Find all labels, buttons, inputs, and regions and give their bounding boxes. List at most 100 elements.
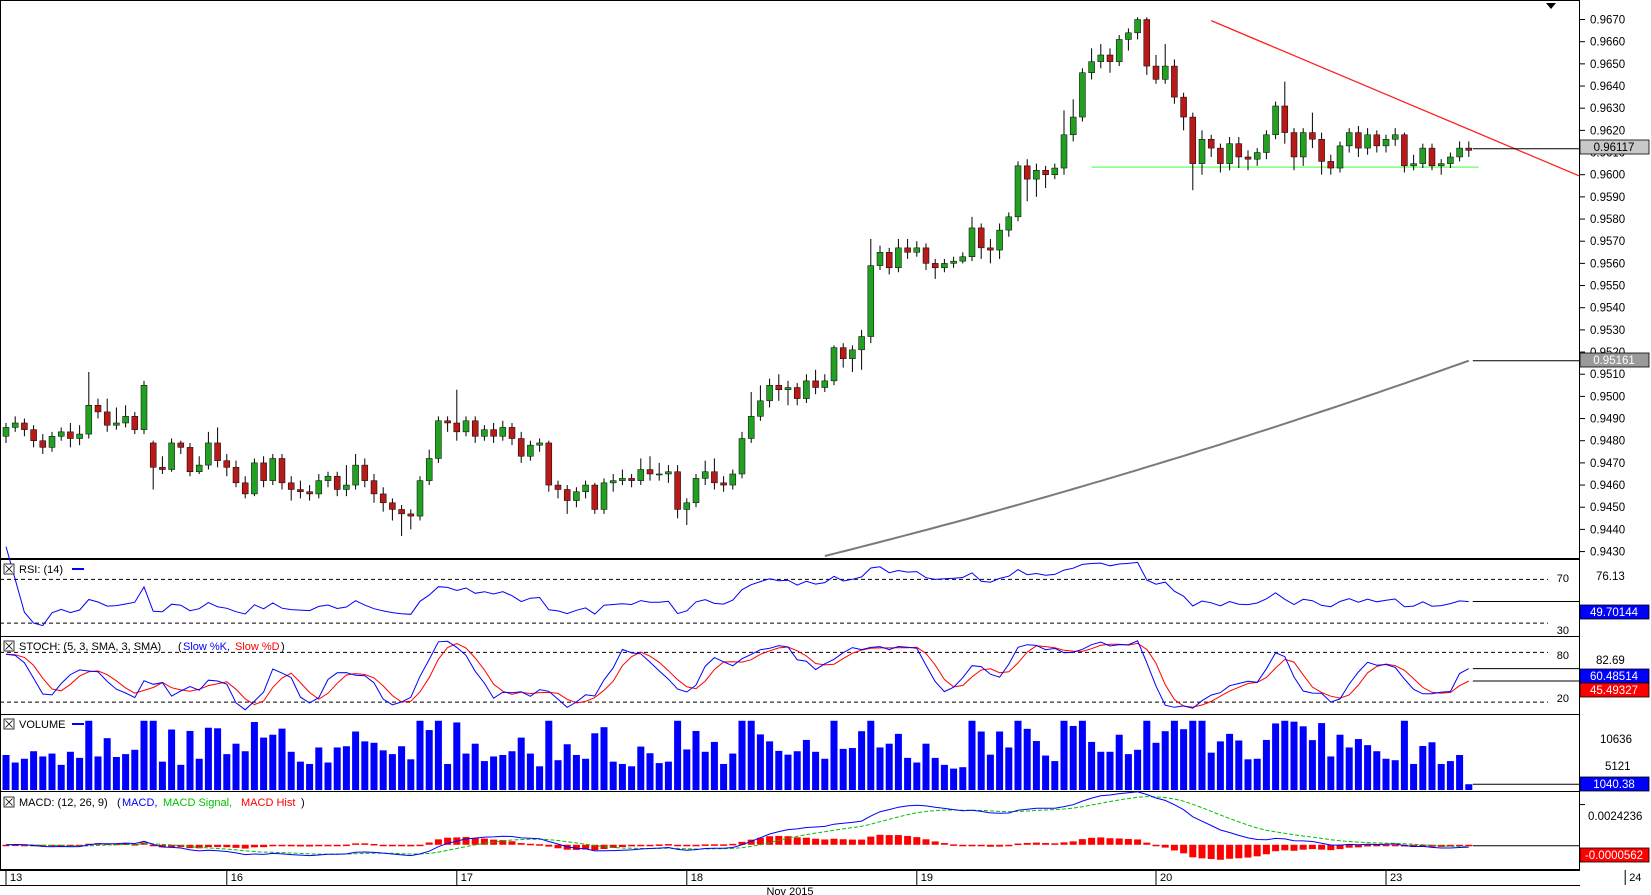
price-tick-label: 0.9640 bbox=[1590, 81, 1625, 93]
candle-body bbox=[361, 464, 369, 481]
candle-body bbox=[628, 478, 635, 481]
price-panel[interactable]: 0.9670 0.9660 0.9650 0.9640 0.9630 0.9620 0.96… bbox=[0, 0, 1650, 559]
macd-hist-bar bbox=[149, 844, 157, 847]
macd-hist-bar bbox=[398, 844, 406, 847]
candle-body bbox=[481, 429, 488, 437]
macd-legend-macd: MACD, bbox=[122, 797, 157, 809]
scroll-marker-icon[interactable] bbox=[1546, 3, 1556, 9]
candle-body bbox=[1299, 132, 1307, 158]
candle-body bbox=[21, 422, 28, 430]
date-label: 24 bbox=[1629, 872, 1641, 884]
macd-panel[interactable]: MACD: (12, 26, 9) ( MACD, MACD Signal, M… bbox=[0, 791, 1650, 870]
candle-body bbox=[1336, 145, 1344, 169]
volume-bar bbox=[361, 741, 369, 790]
volume-bar bbox=[48, 753, 56, 790]
macd-hist-bar bbox=[241, 844, 249, 849]
stoch-panel[interactable]: STOCH: (5, 3, SMA, 3, SMA) ( Slow %K, Sl… bbox=[0, 636, 1650, 715]
macd-legend-signal: MACD Signal, bbox=[163, 797, 232, 809]
volume-bar bbox=[434, 720, 442, 790]
current-price-label: 0.96117 bbox=[1579, 139, 1650, 155]
macd-hist-bar bbox=[867, 836, 875, 845]
macd-hist-bar bbox=[904, 836, 912, 845]
rsi-title: RSI: (14) bbox=[19, 564, 63, 576]
candle-body bbox=[1391, 134, 1399, 140]
volume-bar bbox=[628, 766, 636, 790]
candle-body bbox=[113, 422, 120, 426]
candle-body bbox=[232, 467, 240, 484]
candle-body bbox=[1456, 147, 1463, 158]
candle-body bbox=[195, 464, 203, 473]
candle-body bbox=[2, 427, 10, 437]
candle-body bbox=[251, 462, 258, 495]
svg-text:): ) bbox=[301, 797, 305, 809]
candle-body bbox=[600, 482, 608, 510]
candle-body bbox=[223, 460, 231, 468]
rsi-line bbox=[5, 546, 1580, 627]
volume-bar bbox=[94, 756, 102, 790]
volume-bar bbox=[1373, 751, 1381, 790]
volume-bar bbox=[315, 747, 323, 790]
macd-hist-bar bbox=[20, 844, 28, 847]
stoch-d-legend: Slow %D bbox=[235, 641, 280, 653]
volume-bar bbox=[370, 742, 378, 790]
volume-bar bbox=[296, 761, 304, 790]
volume-bar bbox=[664, 761, 672, 790]
candle-body bbox=[830, 347, 838, 382]
volume-bar bbox=[692, 730, 700, 790]
volume-bar bbox=[388, 754, 396, 790]
volume-bar bbox=[39, 756, 47, 790]
candle-body bbox=[1318, 138, 1325, 162]
volume-bar bbox=[1207, 752, 1215, 790]
candle-body bbox=[941, 263, 948, 269]
rsi-level-30: 30 bbox=[1557, 625, 1569, 637]
volume-bar bbox=[646, 753, 654, 790]
rsi-legend: RSI: (14) bbox=[3, 563, 84, 576]
macd-hist-bar bbox=[747, 839, 755, 845]
macd-hist-bar bbox=[591, 844, 599, 851]
date-label: 13 bbox=[10, 872, 22, 884]
macd-hist-bar bbox=[278, 844, 286, 847]
volume-bar bbox=[1051, 761, 1059, 790]
candle-body bbox=[76, 433, 83, 439]
candle-body bbox=[11, 422, 19, 428]
macd-main-line bbox=[5, 791, 1469, 857]
macd-hist-bar bbox=[333, 844, 341, 847]
volume-bar bbox=[996, 731, 1004, 790]
candle-body bbox=[94, 405, 102, 413]
candle-body bbox=[205, 442, 212, 466]
volume-bar bbox=[1428, 742, 1436, 790]
volume-bar bbox=[526, 753, 534, 790]
macd-hist-bar bbox=[674, 844, 682, 847]
price-tick-label: 0.9460 bbox=[1590, 480, 1625, 492]
candle-body bbox=[812, 380, 819, 388]
macd-hist-bar bbox=[444, 837, 452, 845]
volume-panel[interactable]: VOLUME 10636 5121 1040.38 bbox=[0, 714, 1650, 792]
macd-hist-bar bbox=[1161, 844, 1169, 848]
macd-hist-bar bbox=[416, 844, 424, 847]
stoch-legend: STOCH: (5, 3, SMA, 3, SMA) ( Slow %K, Sl… bbox=[3, 640, 285, 653]
macd-hist-bar bbox=[1226, 844, 1234, 859]
macd-hist-bar bbox=[324, 844, 332, 847]
macd-hist-bar bbox=[1391, 844, 1399, 847]
current-price-value: 0.96117 bbox=[1594, 142, 1635, 154]
volume-bar bbox=[710, 741, 718, 790]
volume-bar bbox=[66, 751, 74, 790]
macd-hist-bar bbox=[1354, 844, 1362, 848]
candle-body bbox=[1382, 138, 1390, 147]
candle-body bbox=[1207, 138, 1215, 149]
candle-body bbox=[103, 411, 111, 426]
macd-hist-bar bbox=[710, 844, 718, 846]
macd-hist-bar bbox=[1382, 844, 1390, 847]
candle-body bbox=[1244, 156, 1252, 160]
volume-bar bbox=[812, 751, 820, 790]
macd-hist-bar bbox=[352, 843, 360, 845]
candle-body bbox=[1465, 147, 1473, 151]
candle-body bbox=[278, 458, 286, 484]
moving-average-line bbox=[824, 359, 1470, 557]
macd-hist-bar bbox=[858, 839, 866, 845]
macd-hist-bar bbox=[1446, 844, 1454, 847]
volume-bar bbox=[959, 767, 967, 790]
macd-hist-bar bbox=[425, 842, 433, 845]
ma-200-line bbox=[824, 359, 1470, 557]
candle-body bbox=[1447, 156, 1454, 164]
